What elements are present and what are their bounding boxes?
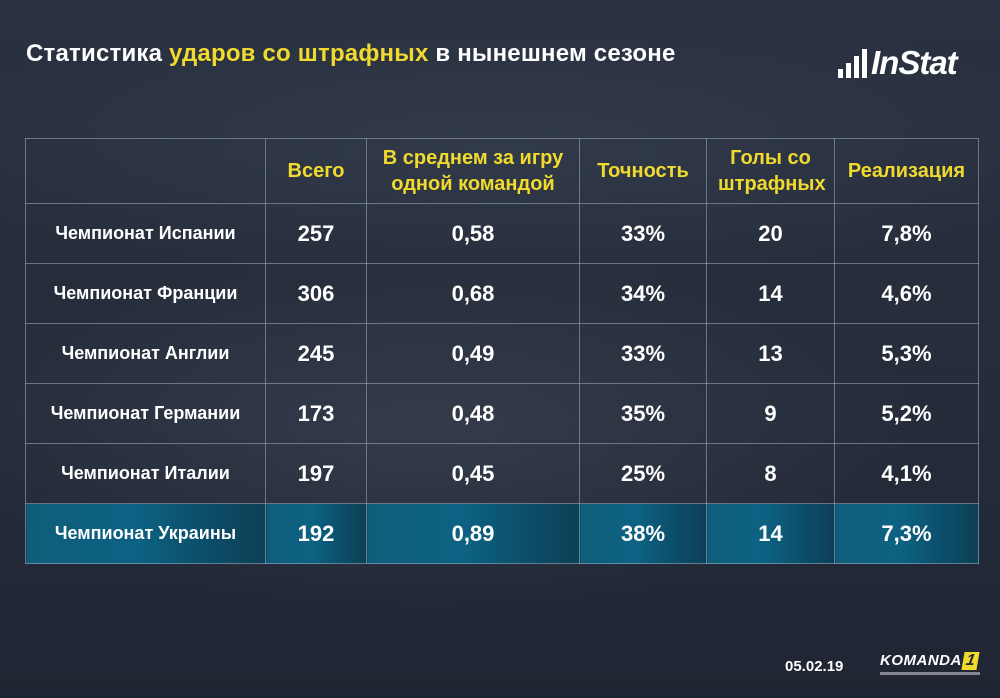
goals-cell: 9 — [706, 383, 835, 444]
table-row: Чемпионат Испании 257 0,58 33% 20 7,8% — [25, 203, 979, 264]
avg-cell: 0,58 — [366, 203, 580, 264]
accuracy-cell: 38% — [579, 503, 707, 564]
table-row: Чемпионат Италии 197 0,45 25% 8 4,1% — [25, 443, 979, 504]
accuracy-cell: 33% — [579, 203, 707, 264]
bars-logo-icon — [838, 48, 867, 78]
avg-cell: 0,68 — [366, 263, 580, 324]
date-label: 05.02.19 — [785, 658, 844, 675]
title-highlight: ударов со штрафных — [169, 40, 429, 67]
conversion-cell: 4,1% — [834, 443, 979, 504]
league-name-cell: Чемпионат Германии — [25, 383, 266, 444]
league-name-cell: Чемпионат Франции — [25, 263, 266, 324]
total-cell: 197 — [265, 443, 367, 504]
table-header-row: Всего В среднем за игру одной командой Т… — [25, 138, 979, 204]
accuracy-cell: 33% — [579, 323, 707, 384]
league-name-cell: Чемпионат Испании — [25, 203, 266, 264]
instat-logo: InStat — [838, 38, 958, 81]
avg-cell: 0,89 — [366, 503, 580, 564]
logo-text: InStat — [871, 44, 958, 81]
goals-cell: 14 — [706, 263, 835, 324]
header-cell: Всего — [265, 138, 367, 204]
header-label: В среднем за игру одной командой — [382, 147, 564, 195]
avg-cell: 0,45 — [366, 443, 580, 504]
total-cell: 192 — [265, 503, 367, 564]
league-name-cell: Чемпионат Англии — [25, 323, 266, 384]
conversion-cell: 7,3% — [834, 503, 979, 564]
brand-tagline-strip — [880, 672, 980, 675]
komanda-logo: KOMANDA 1 — [880, 652, 980, 682]
league-name-cell: Чемпионат Италии — [25, 443, 266, 504]
conversion-cell: 5,2% — [834, 383, 979, 444]
goals-cell: 14 — [706, 503, 835, 564]
conversion-cell: 7,8% — [834, 203, 979, 264]
table-row: Чемпионат Англии 245 0,49 33% 13 5,3% — [25, 323, 979, 384]
total-cell: 173 — [265, 383, 367, 444]
title-part-2: в нынешнем сезоне — [428, 40, 676, 67]
accuracy-cell: 34% — [579, 263, 707, 324]
table-row: Чемпионат Украины 192 0,89 38% 14 7,3% — [25, 503, 979, 564]
goals-cell: 13 — [706, 323, 835, 384]
stats-table: Всего В среднем за игру одной командой Т… — [25, 138, 979, 564]
header-cell: Голы со штрафных — [706, 138, 835, 204]
table-row: Чемпионат Германии 173 0,48 35% 9 5,2% — [25, 383, 979, 444]
brand-text: KOMANDA — [880, 652, 962, 669]
avg-cell: 0,49 — [366, 323, 580, 384]
goals-cell: 20 — [706, 203, 835, 264]
total-cell: 245 — [265, 323, 367, 384]
league-name-cell: Чемпионат Украины — [25, 503, 266, 564]
total-cell: 257 — [265, 203, 367, 264]
total-cell: 306 — [265, 263, 367, 324]
page-title: Статистика ударов со штрафных в нынешнем… — [26, 40, 676, 68]
avg-cell: 0,48 — [366, 383, 580, 444]
title-part-1: Статистика — [26, 40, 170, 67]
header-cell: Точность — [579, 138, 707, 204]
header-cell: В среднем за игру одной командой — [366, 138, 580, 204]
conversion-cell: 4,6% — [834, 263, 979, 324]
header-cell — [25, 138, 266, 204]
brand-number: 1 — [961, 652, 980, 670]
header-label: Голы со штрафных — [718, 147, 826, 195]
goals-cell: 8 — [706, 443, 835, 504]
header-cell: Реализация — [834, 138, 979, 204]
accuracy-cell: 25% — [579, 443, 707, 504]
table-row: Чемпионат Франции 306 0,68 34% 14 4,6% — [25, 263, 979, 324]
accuracy-cell: 35% — [579, 383, 707, 444]
conversion-cell: 5,3% — [834, 323, 979, 384]
